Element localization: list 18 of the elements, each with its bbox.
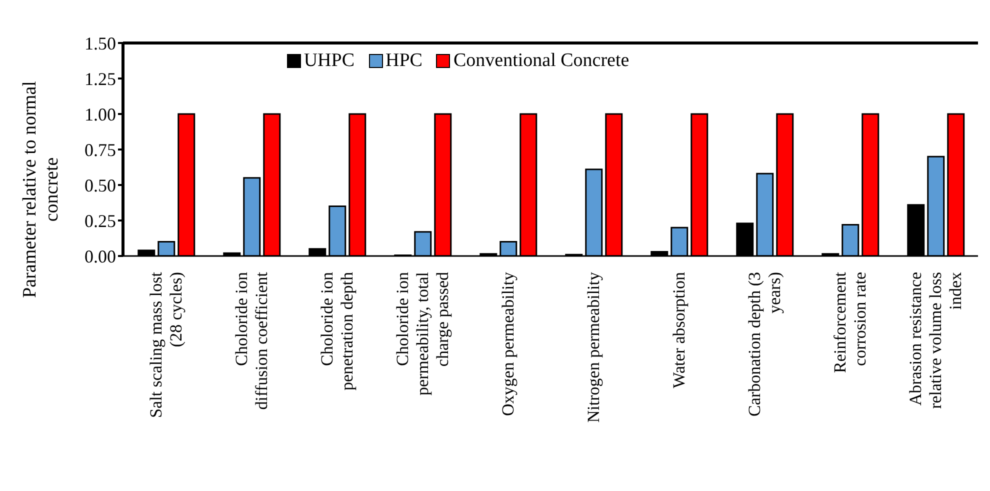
x-tick-label: Nitrogen permeability [584,272,604,423]
y-tick-label: 0.50 [84,175,116,196]
y-tick-label: 1.50 [84,33,116,54]
y-tick-label: 0.25 [84,210,116,231]
legend-label: UHPC [304,50,354,72]
legend-label: HPC [386,50,422,72]
x-tick-label: Abrasion resistance relative volume loss index [906,272,966,409]
y-axis-title: Parameter relative to normal concrete [20,81,63,298]
y-tick-label: 0.75 [84,140,116,160]
x-tick-label: Water absorption [670,272,689,388]
x-tick-label: Choloride ion diffusion coefficient [232,272,272,410]
legend-label: Conventional Concrete [453,50,630,72]
y-tick-label: 1.25 [84,68,116,89]
x-tick-label: Salt scaling mass lost (28 cycles) [146,272,186,418]
y-tick-label: 0.00 [84,246,116,266]
x-tick-label: Carbonation depth (3 years) [745,272,784,416]
x-tick-label: Oxygen permeability [498,272,518,416]
y-tick-label: 1.00 [84,104,116,124]
